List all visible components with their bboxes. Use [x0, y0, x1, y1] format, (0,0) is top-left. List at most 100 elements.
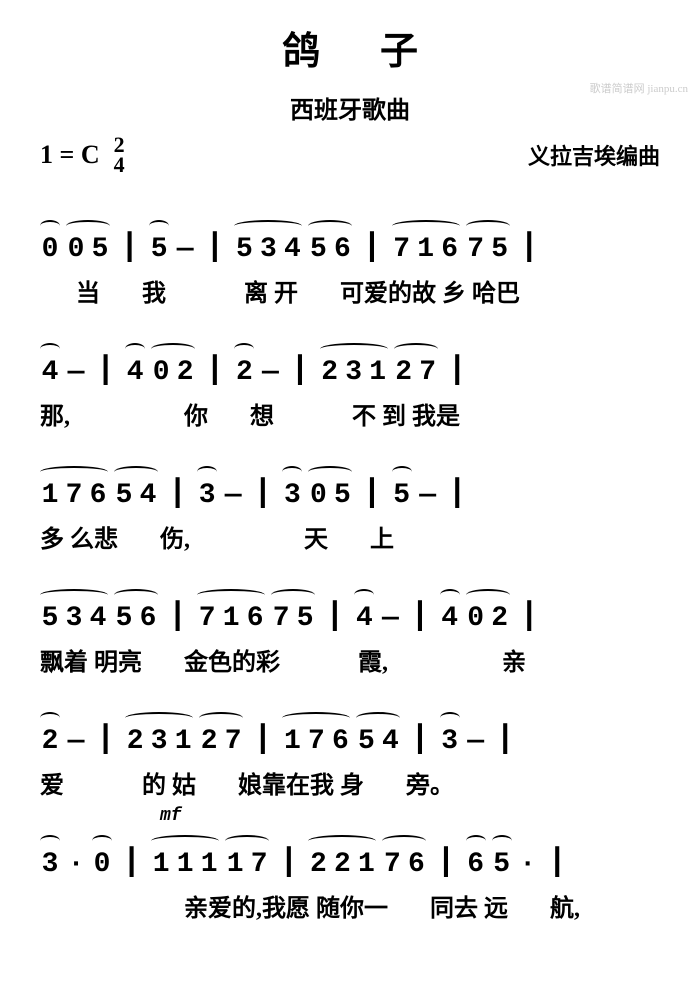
note-group: 111 — [151, 849, 219, 880]
note-group: 5 — [492, 849, 512, 880]
note: 1 — [151, 849, 171, 880]
lyric — [532, 642, 562, 677]
lyric — [76, 888, 106, 923]
barline: | — [432, 843, 459, 880]
note-group: 6 — [466, 849, 486, 880]
barline: | — [516, 228, 543, 265]
lyric — [124, 519, 154, 554]
lyric — [316, 396, 346, 431]
lyrics-row: 当 我 离开 可爱的故乡哈巴 — [40, 273, 660, 308]
lyric — [430, 642, 460, 677]
lyric: 可爱的故 — [340, 273, 436, 308]
lyric — [208, 273, 238, 308]
note: 5 — [114, 480, 134, 511]
lyric — [466, 642, 496, 677]
score-line: mf3·0|11117|22176|65·| 亲爱的,我愿随你一 同去远 航, — [40, 830, 660, 923]
note: 4 — [40, 357, 60, 388]
note: 3 — [344, 357, 364, 388]
note: 0 — [466, 603, 486, 634]
note-group: 221 — [308, 849, 376, 880]
barline: | — [164, 597, 191, 634]
lyrics-row: 亲爱的,我愿随你一 同去远 航, — [40, 888, 660, 923]
dash-note: — — [223, 480, 243, 511]
lyric: 天 — [304, 519, 328, 554]
barline: | — [544, 843, 571, 880]
key-signature: 1 = C 2 4 — [40, 135, 125, 175]
note-group: 27 — [394, 357, 438, 388]
watermark-text: 歌谱简谱网 jianpu.cn — [590, 80, 688, 96]
lyric: 亲 — [502, 642, 526, 677]
barline: | — [444, 474, 471, 511]
lyric: 上 — [370, 519, 394, 554]
lyric: 伤, — [160, 519, 190, 554]
lyric — [400, 519, 430, 554]
note: 2 — [332, 849, 352, 880]
lyric: 那, — [40, 396, 70, 431]
note-group: 05 — [66, 234, 110, 265]
notes-row: 2—|23127|17654|3—| — [40, 707, 660, 757]
note: 5 — [490, 234, 510, 265]
note: 5 — [40, 603, 60, 634]
note-group: 231 — [320, 357, 388, 388]
lyrics-row: 那, 你 想 不到我是 — [40, 396, 660, 431]
note-group: 27 — [199, 726, 243, 757]
notes-row: 005|5—|53456|71675| — [40, 215, 660, 265]
barline: | — [275, 843, 302, 880]
lyrics-row: 多么悲 伤, 天 上 — [40, 519, 660, 554]
note: 1 — [416, 234, 436, 265]
note-group: 75 — [271, 603, 315, 634]
note: 5 — [392, 480, 412, 511]
note: 2 — [175, 357, 195, 388]
note-group: 56 — [308, 234, 352, 265]
note-group: 3 — [440, 726, 460, 757]
note-group: 231 — [125, 726, 193, 757]
note: 6 — [88, 480, 108, 511]
barline: | — [92, 351, 119, 388]
note: 2 — [125, 726, 145, 757]
note: 0 — [308, 480, 328, 511]
song-title: 鸽子 — [40, 20, 660, 75]
note: 7 — [418, 357, 438, 388]
lyric: 我 — [142, 273, 166, 308]
note: 7 — [197, 603, 217, 634]
lyric: 金色的彩 — [184, 642, 280, 677]
note: 6 — [406, 849, 426, 880]
lyrics-row: 爱 的姑 娘靠在我身 旁。 — [40, 765, 660, 800]
note-group: 534 — [234, 234, 302, 265]
note: 6 — [440, 234, 460, 265]
lyric: 亲爱的,我愿 — [184, 888, 310, 923]
lyric: 航, — [550, 888, 580, 923]
barline: | — [492, 720, 519, 757]
note-group: 02 — [466, 603, 510, 634]
lyric: 我是 — [412, 396, 460, 431]
lyric — [334, 519, 364, 554]
lyric — [268, 519, 298, 554]
lyric: 想 — [250, 396, 274, 431]
note: 1 — [282, 726, 302, 757]
key-text: 1 = C — [40, 140, 100, 170]
dash-note: — — [66, 726, 86, 757]
notes-row: 4—|402|2—|23127| — [40, 338, 660, 388]
note: 1 — [356, 849, 376, 880]
note-group: 4 — [125, 357, 145, 388]
barline: | — [358, 474, 385, 511]
lyric: 霞, — [358, 642, 388, 677]
score-line: 53456|71675|4—|402|飘着明亮 金色的彩 霞, 亲 — [40, 584, 660, 677]
note: 5 — [308, 234, 328, 265]
lyric — [202, 765, 232, 800]
note: 1 — [368, 357, 388, 388]
note: 5 — [295, 603, 315, 634]
note: 7 — [64, 480, 84, 511]
note: 2 — [234, 357, 254, 388]
lyric: 旁。 — [406, 765, 454, 800]
lyric — [148, 888, 178, 923]
barline: | — [201, 351, 228, 388]
time-den: 4 — [114, 155, 125, 175]
lyric — [436, 519, 466, 554]
lyric: 么悲 — [70, 519, 118, 554]
barline: | — [249, 474, 276, 511]
note: 7 — [382, 849, 402, 880]
note-group: 02 — [151, 357, 195, 388]
note: 6 — [245, 603, 265, 634]
note-group: 54 — [356, 726, 400, 757]
